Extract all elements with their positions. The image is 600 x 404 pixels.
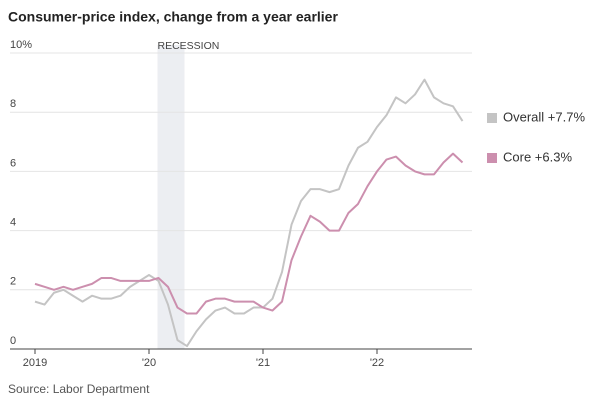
recession-label: RECESSION <box>158 40 220 52</box>
legend-label: Core +6.3% <box>503 149 572 164</box>
x-tick-label: '21 <box>256 357 270 369</box>
y-tick-label: 4 <box>10 217 16 229</box>
y-tick-label: 0 <box>10 335 16 347</box>
recession-band <box>157 45 185 349</box>
y-tick-label: 10% <box>10 39 32 51</box>
chart-title: Consumer-price index, change from a year… <box>8 9 338 25</box>
source: Source: Labor Department <box>8 382 150 396</box>
y-tick-label: 2 <box>10 276 16 288</box>
series-line <box>34 78 464 348</box>
y-tick-label: 6 <box>10 157 16 169</box>
legend-swatch <box>487 113 497 123</box>
series-line <box>34 152 464 315</box>
x-tick-label: 2019 <box>23 357 47 369</box>
x-tick-label: '20 <box>142 357 156 369</box>
legend-label: Overall +7.7% <box>503 109 585 124</box>
legend-swatch <box>487 153 497 163</box>
y-tick-label: 8 <box>10 98 16 110</box>
x-tick-label: '22 <box>370 357 384 369</box>
